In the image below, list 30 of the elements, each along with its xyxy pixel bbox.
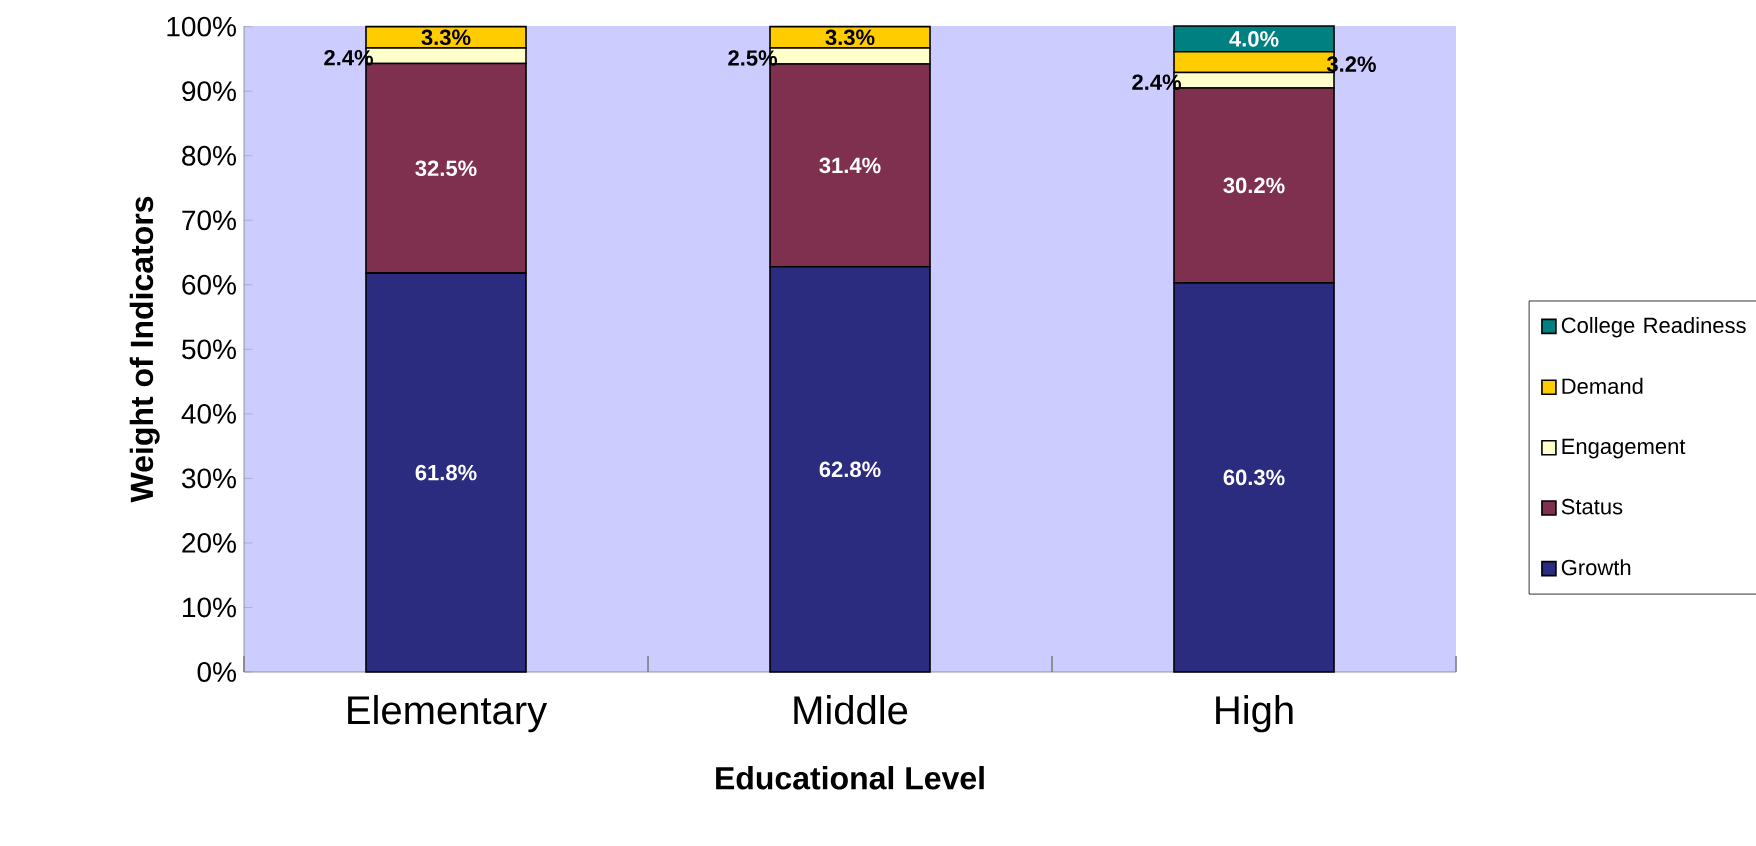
data-label: 30.2% — [1223, 177, 1285, 194]
y-tick-label: 70% — [182, 210, 236, 231]
x-axis-title: Educational Level — [716, 766, 984, 790]
x-tick-label: High — [1216, 695, 1293, 733]
y-tick-label: 10% — [183, 597, 236, 618]
y-tick-label: 60% — [182, 274, 236, 295]
y-tick-label: 50% — [182, 339, 236, 360]
data-label: 62.8% — [819, 461, 881, 478]
legend-label: Status — [1561, 498, 1623, 515]
y-tick-label: 100% — [167, 16, 236, 37]
data-label: 3.3% — [825, 29, 875, 46]
data-label: 60.3% — [1223, 469, 1285, 486]
legend-label: Growth — [1561, 559, 1631, 576]
y-tick-label: 30% — [181, 468, 236, 489]
x-tick-label: Middle — [794, 695, 908, 725]
legend-label: Demand — [1562, 377, 1643, 395]
data-label: 61.8% — [415, 464, 477, 481]
y-axis-title: Weight of Indicators — [129, 196, 160, 503]
y-tick-label: 40% — [181, 403, 236, 424]
y-tick-label: 20% — [182, 533, 236, 553]
data-label: 3.3% — [421, 29, 471, 46]
legend-label: College Readiness — [1561, 316, 1746, 338]
y-tick-label: 0% — [197, 662, 236, 682]
data-label: 31.4% — [819, 157, 881, 174]
legend-label: Engagement — [1562, 438, 1686, 459]
data-label: 32.5% — [415, 160, 477, 177]
y-tick-label: 80% — [182, 145, 236, 166]
x-tick-label: Elementary — [348, 695, 548, 733]
data-label: 4.0% — [1229, 31, 1279, 47]
y-tick-label: 90% — [182, 81, 236, 102]
